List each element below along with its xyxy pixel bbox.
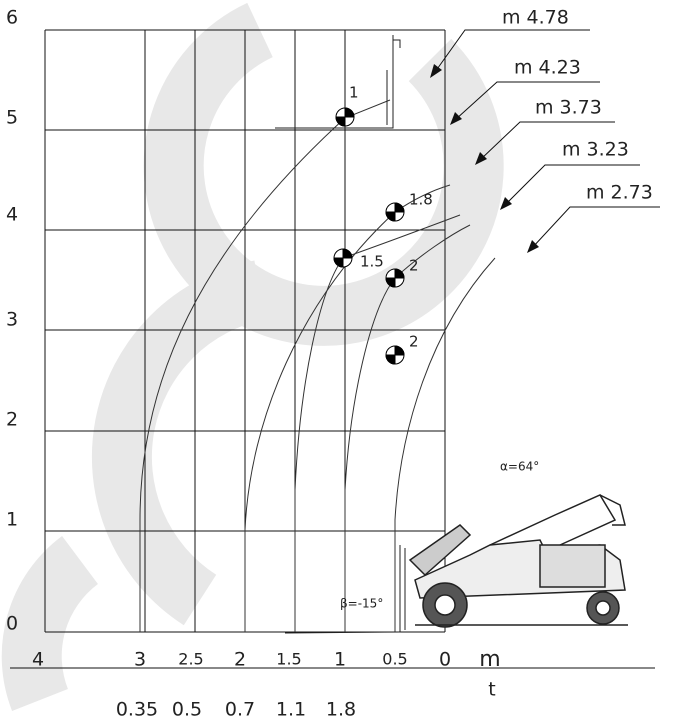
point-label: 1.8	[409, 191, 433, 209]
y-tick-label: 0	[6, 613, 18, 635]
alpha-label: α=64°	[500, 460, 539, 474]
point-markers	[333, 107, 405, 365]
x-tick-label: 1.5	[276, 650, 301, 669]
arrowheads	[430, 64, 539, 253]
x-unit: m	[479, 647, 500, 672]
x-tick-label: 1	[334, 649, 346, 671]
vehicle	[408, 494, 628, 628]
fork	[275, 35, 406, 634]
beta-label: β=-15°	[340, 597, 383, 611]
point-label: 2	[409, 333, 419, 351]
point-label: 1	[349, 84, 359, 102]
y-tick-label: 5	[6, 107, 18, 129]
curves	[139, 99, 496, 632]
x-tick-label: 2	[234, 649, 246, 671]
load-label: 1.8	[326, 699, 356, 721]
point-label: 1.5	[360, 253, 384, 271]
x-tick-label: 2.5	[178, 650, 203, 669]
x-tick-label: 0.5	[382, 650, 407, 669]
curve-label: m 3.23	[562, 139, 629, 161]
x-tick-label: 4	[32, 649, 44, 671]
y-tick-label: 4	[6, 204, 18, 226]
load-label: 0.35	[116, 699, 158, 721]
curve-label: m 3.73	[535, 97, 602, 119]
load-label: 1.1	[276, 699, 306, 721]
load-unit: t	[488, 679, 495, 701]
y-tick-label: 1	[6, 509, 18, 531]
x-tick-label: 0	[439, 649, 451, 671]
curve-label: m 4.23	[514, 57, 581, 79]
y-tick-label: 3	[6, 309, 18, 331]
curve-label: m 2.73	[586, 182, 653, 204]
y-tick-label: 2	[6, 409, 18, 431]
curve-label: m 4.78	[502, 7, 569, 29]
x-tick-label: 3	[134, 649, 146, 671]
point-label: 2	[409, 257, 419, 275]
watermark	[1, 2, 504, 711]
load-label: 0.5	[172, 699, 202, 721]
y-tick-label: 6	[6, 7, 18, 29]
arrows	[434, 29, 660, 249]
load-label: 0.7	[225, 699, 255, 721]
